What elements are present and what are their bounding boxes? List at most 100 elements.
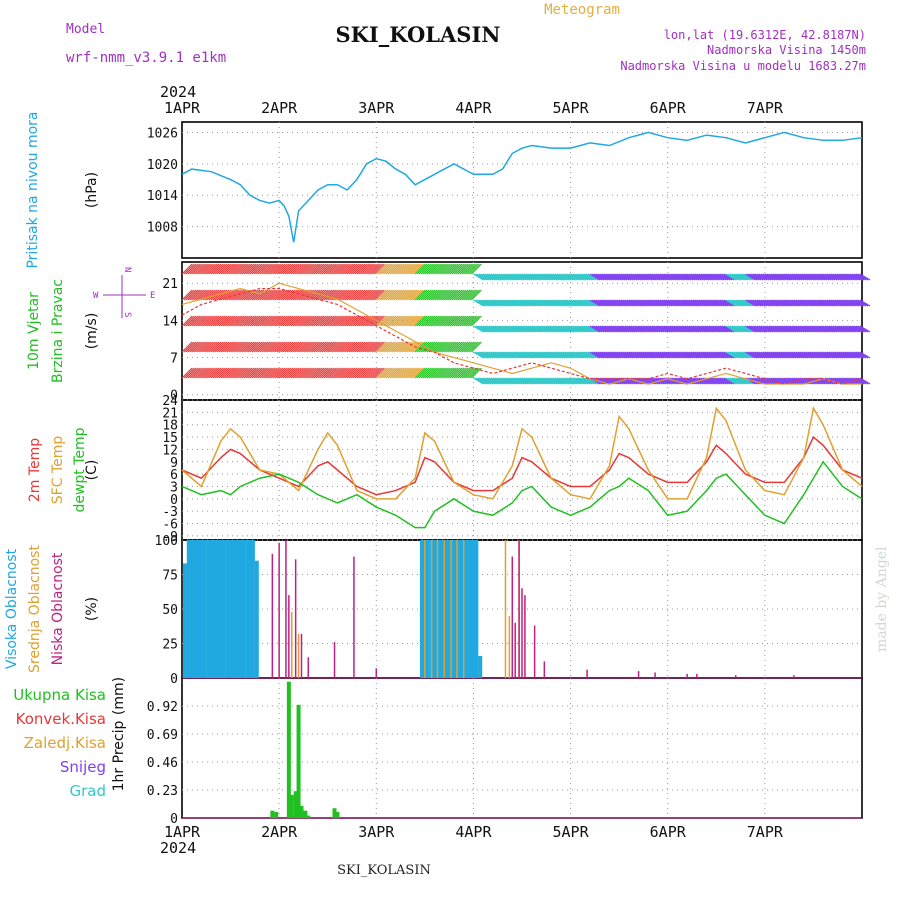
- wind-barb: [201, 315, 212, 327]
- wind-barb: [309, 289, 321, 301]
- wind-barb: [387, 263, 399, 275]
- wind-barb: [344, 341, 356, 353]
- wind-barb: [692, 351, 704, 359]
- bar-niska: [333, 642, 336, 678]
- wind-barb: [356, 367, 368, 379]
- wind-barb: [611, 351, 622, 359]
- wind-barb: [653, 351, 665, 359]
- series-line-dewpt-temp: [181, 460, 863, 529]
- bar-visoka: [452, 540, 456, 678]
- wind-barb: [294, 341, 306, 353]
- bar-niska: [734, 675, 737, 678]
- wind-barb: [640, 351, 651, 359]
- wind-barb: [822, 325, 834, 333]
- bar-niska: [586, 669, 588, 678]
- bar-ukupna: [332, 808, 337, 818]
- wind-barb: [799, 299, 811, 307]
- wind-barb: [360, 367, 372, 379]
- wind-barb: [789, 273, 801, 281]
- wind-barb: [236, 289, 247, 301]
- wind-barb: [420, 367, 432, 379]
- wind-barb: [679, 351, 690, 359]
- wind-barb: [585, 299, 597, 307]
- bar-srednja: [436, 540, 439, 678]
- wind-barb: [436, 315, 447, 327]
- wind-barb: [721, 351, 733, 359]
- wind-barb: [820, 299, 832, 307]
- wind-barb: [482, 273, 494, 281]
- wind-barb: [677, 325, 688, 333]
- wind-barb: [774, 325, 785, 333]
- wind-barb: [286, 341, 298, 353]
- wind-barb: [455, 315, 467, 327]
- wind-barb: [572, 299, 583, 307]
- wind-barb: [820, 325, 832, 333]
- wind-barb: [795, 299, 807, 307]
- wind-barb: [723, 325, 735, 333]
- wind-barb: [247, 263, 259, 275]
- wind-barb: [502, 325, 513, 333]
- wind-barb: [496, 299, 508, 307]
- wind-barb: [552, 299, 564, 307]
- wind-barb: [653, 273, 665, 281]
- wind-barb: [292, 263, 304, 275]
- wind-barb: [550, 351, 562, 359]
- wind-barb: [383, 263, 395, 275]
- wind-barb: [373, 289, 385, 301]
- wind-barb: [723, 351, 735, 359]
- wind-barb: [682, 299, 694, 307]
- wind-barb: [653, 299, 665, 307]
- wind-barb: [541, 273, 552, 281]
- wind-barb: [463, 289, 475, 301]
- wind-barb: [638, 273, 649, 281]
- wind-barb: [764, 325, 776, 333]
- wind-barb: [818, 351, 830, 359]
- wind-barb: [512, 299, 523, 307]
- wind-barb: [859, 299, 871, 307]
- wind-barb: [278, 341, 290, 353]
- wind-barb: [471, 315, 482, 327]
- wind-barb: [723, 377, 735, 385]
- wind-barb: [624, 299, 636, 307]
- wind-barb: [696, 377, 708, 385]
- wind-barb: [325, 289, 337, 301]
- wind-barb: [480, 299, 492, 307]
- wind-barb: [836, 273, 848, 281]
- wind-barb: [241, 315, 253, 327]
- wind-barb: [562, 299, 574, 307]
- wind-barb: [249, 315, 261, 327]
- wind-barb: [510, 299, 521, 307]
- time-label-bottom: 6APR: [650, 823, 687, 841]
- wind-barb: [716, 377, 727, 385]
- wind-barb: [377, 315, 389, 327]
- bar-visoka: [212, 540, 217, 678]
- wind-barb: [513, 325, 525, 333]
- wind-barb: [780, 377, 791, 385]
- wind-barb: [840, 299, 851, 307]
- wind-barb: [824, 351, 836, 359]
- wind-barb: [434, 263, 445, 275]
- wind-barb: [508, 273, 519, 281]
- wind-barb: [199, 315, 210, 327]
- wind-barb: [614, 325, 626, 333]
- wind-barb: [570, 325, 581, 333]
- wind-barb: [426, 341, 438, 353]
- wind-barb: [214, 315, 226, 327]
- wind-barb: [682, 351, 694, 359]
- wind-barb: [204, 289, 216, 301]
- wind-barb: [754, 351, 766, 359]
- wind-barb: [482, 351, 494, 359]
- wind-barb: [327, 315, 339, 327]
- wind-barb: [463, 341, 475, 353]
- wind-barb: [395, 263, 407, 275]
- wind-barb: [267, 367, 278, 379]
- wind-barb: [506, 377, 517, 385]
- wind-barb: [694, 299, 706, 307]
- wind-barb: [445, 289, 457, 301]
- wind-barb: [774, 377, 785, 385]
- wind-barb: [646, 299, 657, 307]
- wind-barb: [222, 315, 234, 327]
- wind-barb: [840, 273, 851, 281]
- series-line-gust: [181, 287, 863, 385]
- wind-barb: [700, 299, 712, 307]
